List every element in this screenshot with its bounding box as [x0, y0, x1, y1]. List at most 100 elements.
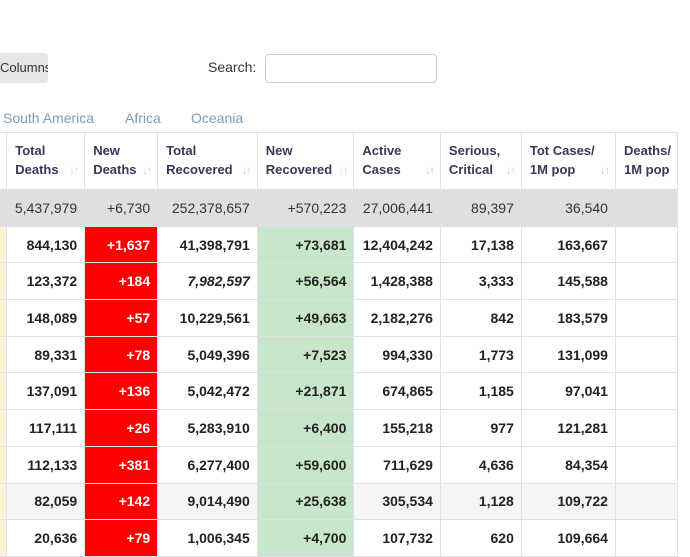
table-row: 117,111 +26 5,283,910 +6,400 155,218 977 121,2… [0, 409, 679, 447]
table-cell: +73,681 [256, 225, 355, 264]
table-cell: 112,133 [6, 445, 86, 484]
table-cell [614, 335, 679, 374]
column-header-line1: Tot Cases/ [529, 143, 595, 158]
table-cell: 620 [439, 519, 522, 557]
column-header-line1: Active [362, 143, 402, 158]
table-cell [614, 189, 679, 227]
column-header-0[interactable] [0, 132, 8, 191]
table-cell: 2,182,276 [353, 299, 441, 337]
table-cell: +79 [84, 519, 159, 557]
region-tab-oceania[interactable]: Oceania [191, 110, 244, 126]
column-header-4[interactable]: New Recovered ↓↑ [256, 132, 355, 191]
sort-icon[interactable]: ↓↑ [424, 164, 435, 177]
table-cell: +570,223 [256, 189, 355, 227]
column-header-2[interactable]: New Deaths ↓↑ [84, 132, 159, 191]
column-header-line1: Deaths/ [623, 143, 671, 158]
table-cell: 27,006,441 [353, 189, 441, 227]
table-row: 148,089 +57 10,229,561 +49,663 2,182,276 842 1… [0, 299, 679, 337]
table-cell: 842 [439, 299, 522, 337]
sort-icon[interactable]: ↓↑ [69, 164, 79, 177]
table-cell: 1,006,345 [157, 519, 258, 557]
table-row: 20,636 +79 1,006,345 +4,700 107,732 620 109,66… [0, 519, 679, 557]
table-cell: +25,638 [256, 482, 355, 521]
table-cell: 1,128 [439, 482, 522, 521]
table-body: 5,437,979 +6,730 252,378,657 +570,223 27,006… [0, 189, 679, 557]
covid-stats-table: Total Deaths ↓↑ New Deaths ↓↑ Total Recovered ↓↑… [0, 132, 679, 557]
search-label: Search: [208, 59, 257, 75]
region-tab-south-america[interactable]: South America [3, 110, 95, 126]
table-cell: 5,437,979 [6, 189, 86, 227]
column-header-8[interactable]: Deaths/1M pop [614, 132, 679, 191]
table-cell [614, 299, 679, 337]
table-cell: +6,730 [84, 189, 159, 227]
table-row: 89,331 +78 5,049,396 +7,523 994,330 1,773 131,… [0, 335, 679, 374]
column-header-line2: Deaths [93, 162, 137, 177]
table-cell: 36,540 [520, 189, 616, 227]
table-cell [0, 372, 8, 411]
table-cell: 121,281 [520, 409, 616, 447]
column-header-line1: New [265, 143, 293, 158]
region-tab-africa[interactable]: Africa [125, 110, 161, 126]
sort-icon[interactable]: ↓↑ [599, 164, 610, 177]
sort-icon[interactable]: ↓↑ [142, 164, 152, 177]
table-cell: 163,667 [520, 225, 616, 264]
table-cell: 123,372 [6, 262, 86, 301]
table-cell [614, 262, 679, 301]
table-cell [0, 189, 8, 227]
table-cell [614, 409, 679, 447]
table-row: 82,059 +142 9,014,490 +25,638 305,534 1,128 10… [0, 482, 679, 521]
columns-dropdown-button[interactable]: Columns▼ [0, 53, 48, 83]
table-cell: 145,588 [520, 262, 616, 301]
table-cell: 9,014,490 [157, 482, 258, 521]
table-cell: +1,637 [84, 225, 159, 264]
table-cell: 89,397 [439, 189, 522, 227]
table-cell: 155,218 [353, 409, 441, 447]
table-cell: 5,283,910 [157, 409, 258, 447]
table-row: 844,130 +1,637 41,398,791 +73,681 12,404,242… [0, 225, 679, 264]
table-cell: +57 [84, 299, 159, 337]
table-cell: 305,534 [353, 482, 441, 521]
table-cell: 994,330 [353, 335, 441, 374]
table-cell: 89,331 [6, 335, 86, 374]
table-cell: 84,354 [520, 445, 616, 484]
search-input[interactable] [265, 54, 437, 83]
table-cell: 711,629 [353, 445, 441, 484]
column-header-7[interactable]: Tot Cases/1M pop ↓↑ [520, 132, 616, 191]
table-cell: 82,059 [6, 482, 86, 521]
column-header-line2: 1M pop [529, 162, 576, 177]
column-header-6[interactable]: Serious, Critical ↓↑ [439, 132, 522, 191]
table-cell: 41,398,791 [157, 225, 258, 264]
table-cell: 117,111 [6, 409, 86, 447]
table-cell: 10,229,561 [157, 299, 258, 337]
table-cell: 6,277,400 [157, 445, 258, 484]
sort-icon[interactable]: ↓↑ [338, 164, 348, 177]
column-header-5[interactable]: Active Cases ↓↑ [353, 132, 441, 191]
table-cell [0, 262, 8, 301]
table-cell: +56,564 [256, 262, 355, 301]
table-cell [614, 445, 679, 484]
table-header-row: Total Deaths ↓↑ New Deaths ↓↑ Total Recovered ↓↑… [0, 132, 679, 191]
table-cell: 5,049,396 [157, 335, 258, 374]
sort-icon[interactable]: ↓↑ [505, 164, 516, 177]
column-header-line2: 1M pop [623, 162, 670, 177]
table-cell: +7,523 [256, 335, 355, 374]
column-header-1[interactable]: Total Deaths ↓↑ [6, 132, 86, 191]
table-cell: 1,185 [439, 372, 522, 411]
table-cell: 7,982,597 [157, 262, 258, 301]
table-cell: 1,428,388 [353, 262, 441, 301]
column-header-line1: New [93, 143, 120, 158]
table-row: 123,372 +184 7,982,597 +56,564 1,428,388 3,33… [0, 262, 679, 301]
column-header-line2: Cases [362, 162, 401, 177]
table-cell: 131,099 [520, 335, 616, 374]
column-header-line2: Recovered [265, 162, 333, 177]
column-header-line2: Deaths [15, 162, 59, 177]
table-cell: +59,600 [256, 445, 355, 484]
table-cell: 4,636 [439, 445, 522, 484]
column-header-3[interactable]: Total Recovered ↓↑ [157, 132, 258, 191]
column-header-line1: Total [15, 143, 46, 158]
sort-icon[interactable]: ↓↑ [241, 164, 252, 177]
table-cell: 148,089 [6, 299, 86, 337]
table-cell: 844,130 [6, 225, 86, 264]
table-cell: +136 [84, 372, 159, 411]
table-cell: +49,663 [256, 299, 355, 337]
